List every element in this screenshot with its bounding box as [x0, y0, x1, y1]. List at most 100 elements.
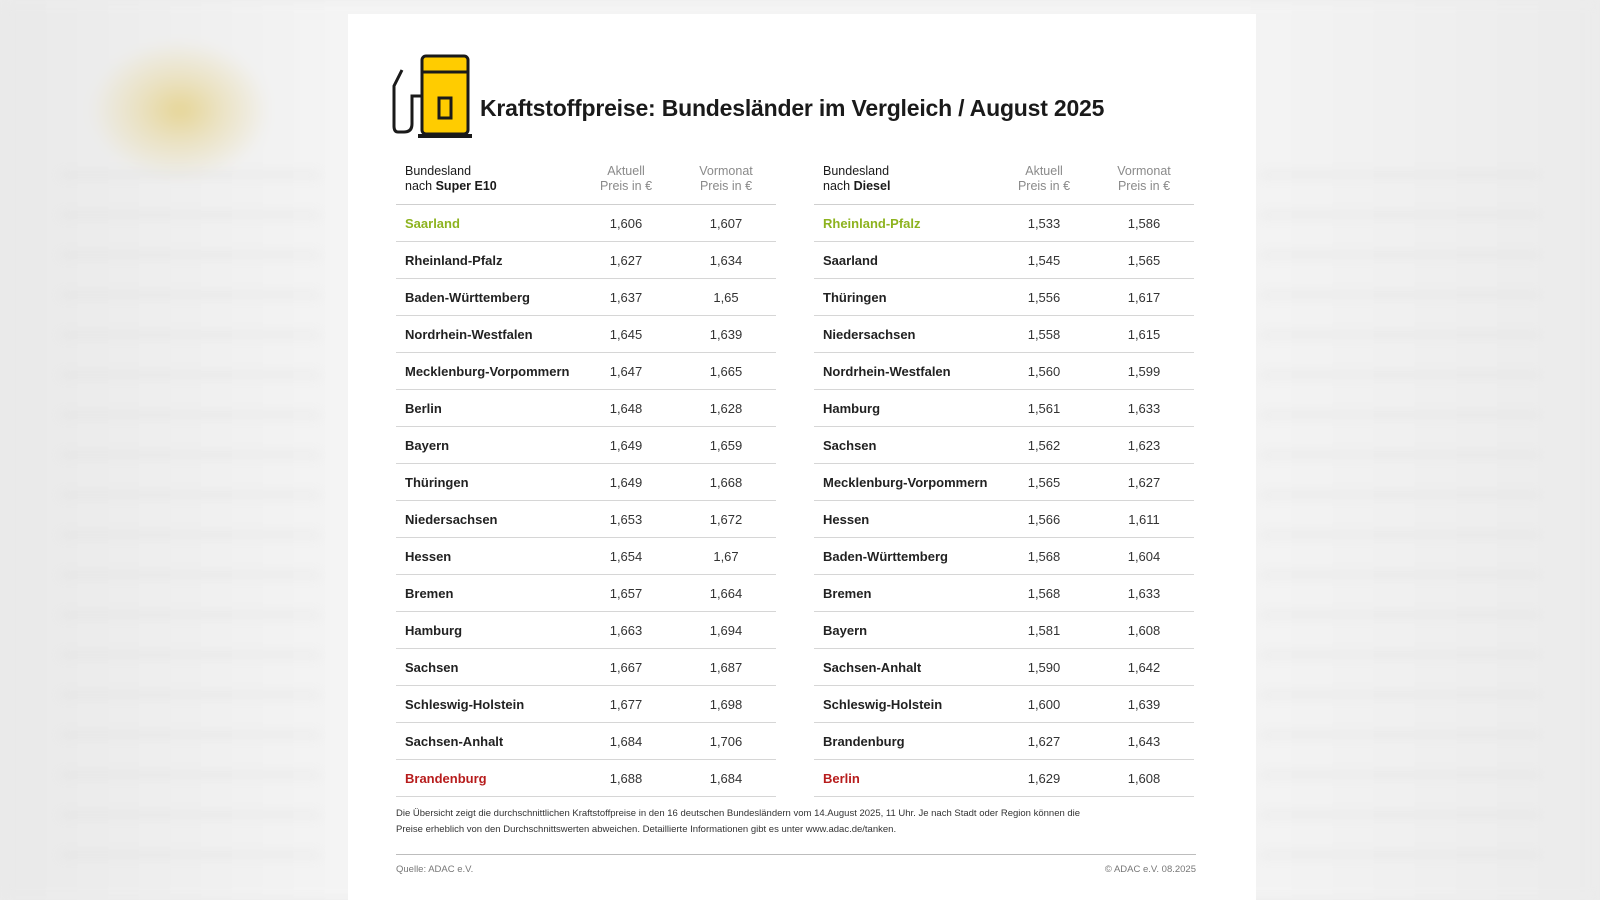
bundesland-cell: Sachsen-Anhalt [396, 722, 576, 760]
aktuell-price-cell: 1,637 [576, 278, 676, 316]
table-row: Schleswig-Holstein 1,600 1,639 [814, 685, 1194, 723]
vormonat-price-cell: 1,617 [1094, 278, 1194, 316]
vormonat-price-cell: 1,627 [1094, 463, 1194, 501]
table-row: Mecklenburg-Vorpommern 1,647 1,665 [396, 352, 776, 390]
vormonat-price-cell: 1,665 [676, 352, 776, 390]
bundesland-cell: Bayern [396, 426, 576, 464]
bundesland-cell: Brandenburg [396, 759, 576, 797]
table-row: Baden-Württemberg 1,568 1,604 [814, 537, 1194, 575]
vormonat-price-cell: 1,639 [1094, 685, 1194, 723]
vormonat-price-cell: 1,639 [676, 315, 776, 353]
table-row: Hessen 1,654 1,67 [396, 537, 776, 575]
table-row: Hamburg 1,663 1,694 [396, 611, 776, 649]
vormonat-price-cell: 1,698 [676, 685, 776, 723]
column-header-aktuell: Aktuell Preis in € [994, 152, 1094, 205]
super-e10-rows: Saarland 1,606 1,607 Rheinland-Pfalz 1,627 1,… [396, 204, 776, 797]
table-row: Niedersachsen 1,558 1,615 [814, 315, 1194, 353]
bundesland-cell: Berlin [814, 759, 994, 797]
vormonat-price-cell: 1,586 [1094, 204, 1194, 242]
aktuell-price-cell: 1,649 [576, 463, 676, 501]
table-row: Hamburg 1,561 1,633 [814, 389, 1194, 427]
infographic-header: Kraftstoffpreise: Bundesländer im Vergle… [392, 52, 1212, 140]
bundesland-cell: Schleswig-Holstein [396, 685, 576, 723]
footnote: Die Übersicht zeigt die durchschnittlich… [396, 808, 1081, 835]
table-row: Niedersachsen 1,653 1,672 [396, 500, 776, 538]
fuel-pump-icon [392, 54, 472, 138]
bundesland-cell: Saarland [396, 204, 576, 242]
table-row: Hessen 1,566 1,611 [814, 500, 1194, 538]
table-row: Bayern 1,581 1,608 [814, 611, 1194, 649]
aktuell-price-cell: 1,648 [576, 389, 676, 427]
column-header-vormonat: Vormonat Preis in € [676, 152, 776, 205]
table-row: Brandenburg 1,627 1,643 [814, 722, 1194, 760]
blurred-background-right [1260, 140, 1540, 860]
table-row: Berlin 1,629 1,608 [814, 759, 1194, 797]
bundesland-cell: Brandenburg [814, 722, 994, 760]
table-row: Brandenburg 1,688 1,684 [396, 759, 776, 797]
vormonat-price-cell: 1,668 [676, 463, 776, 501]
table-row: Sachsen-Anhalt 1,684 1,706 [396, 722, 776, 760]
aktuell-price-cell: 1,688 [576, 759, 676, 797]
aktuell-price-cell: 1,565 [994, 463, 1094, 501]
aktuell-price-cell: 1,545 [994, 241, 1094, 279]
source-note: Quelle: ADAC e.V. [396, 864, 474, 875]
table-row: Sachsen-Anhalt 1,590 1,642 [814, 648, 1194, 686]
footer-divider [396, 854, 1196, 855]
table-row: Nordrhein-Westfalen 1,645 1,639 [396, 315, 776, 353]
bundesland-cell: Thüringen [396, 463, 576, 501]
column-header-aktuell: Aktuell Preis in € [576, 152, 676, 205]
table-row: Saarland 1,545 1,565 [814, 241, 1194, 279]
vormonat-price-cell: 1,608 [1094, 759, 1194, 797]
bundesland-cell: Berlin [396, 389, 576, 427]
infographic-card: Kraftstoffpreise: Bundesländer im Vergle… [348, 14, 1256, 900]
table-header-row: Bundesland nach Diesel Aktuell Preis in … [814, 152, 1194, 205]
table-row: Bremen 1,657 1,664 [396, 574, 776, 612]
bundesland-cell: Mecklenburg-Vorpommern [814, 463, 994, 501]
super-e10-table: Bundesland nach Super E10 Aktuell Preis … [396, 152, 776, 797]
bundesland-cell: Saarland [814, 241, 994, 279]
bundesland-cell: Mecklenburg-Vorpommern [396, 352, 576, 390]
vormonat-price-cell: 1,608 [1094, 611, 1194, 649]
bundesland-cell: Sachsen-Anhalt [814, 648, 994, 686]
column-header-vormonat: Vormonat Preis in € [1094, 152, 1194, 205]
vormonat-price-cell: 1,615 [1094, 315, 1194, 353]
table-row: Rheinland-Pfalz 1,627 1,634 [396, 241, 776, 279]
aktuell-price-cell: 1,677 [576, 685, 676, 723]
aktuell-price-cell: 1,663 [576, 611, 676, 649]
vormonat-price-cell: 1,623 [1094, 426, 1194, 464]
column-header-bundesland: Bundesland nach Super E10 [396, 152, 576, 205]
bundesland-cell: Nordrhein-Westfalen [814, 352, 994, 390]
table-row: Thüringen 1,649 1,668 [396, 463, 776, 501]
table-row: Rheinland-Pfalz 1,533 1,586 [814, 204, 1194, 242]
vormonat-price-cell: 1,565 [1094, 241, 1194, 279]
aktuell-price-cell: 1,647 [576, 352, 676, 390]
column-header-bundesland: Bundesland nach Diesel [814, 152, 994, 205]
vormonat-price-cell: 1,633 [1094, 389, 1194, 427]
aktuell-price-cell: 1,627 [994, 722, 1094, 760]
vormonat-price-cell: 1,684 [676, 759, 776, 797]
copyright-note: © ADAC e.V. 08.2025 [1104, 864, 1196, 875]
aktuell-price-cell: 1,581 [994, 611, 1094, 649]
table-row: Thüringen 1,556 1,617 [814, 278, 1194, 316]
table-row: Schleswig-Holstein 1,677 1,698 [396, 685, 776, 723]
table-row: Berlin 1,648 1,628 [396, 389, 776, 427]
bundesland-cell: Hamburg [814, 389, 994, 427]
vormonat-price-cell: 1,634 [676, 241, 776, 279]
page-title: Kraftstoffpreise: Bundesländer im Vergle… [480, 95, 1105, 121]
aktuell-price-cell: 1,590 [994, 648, 1094, 686]
diesel-rows: Rheinland-Pfalz 1,533 1,586 Saarland 1,545 1,… [814, 204, 1194, 797]
bundesland-cell: Schleswig-Holstein [814, 685, 994, 723]
aktuell-price-cell: 1,533 [994, 204, 1094, 242]
bundesland-cell: Bremen [396, 574, 576, 612]
vormonat-price-cell: 1,65 [676, 278, 776, 316]
vormonat-price-cell: 1,633 [1094, 574, 1194, 612]
diesel-table: Bundesland nach Diesel Aktuell Preis in … [814, 152, 1194, 797]
aktuell-price-cell: 1,684 [576, 722, 676, 760]
bundesland-cell: Baden-Württemberg [396, 278, 576, 316]
bundesland-cell: Rheinland-Pfalz [396, 241, 576, 279]
aktuell-price-cell: 1,649 [576, 426, 676, 464]
vormonat-price-cell: 1,643 [1094, 722, 1194, 760]
vormonat-price-cell: 1,687 [676, 648, 776, 686]
vormonat-price-cell: 1,67 [676, 537, 776, 575]
bundesland-cell: Thüringen [814, 278, 994, 316]
